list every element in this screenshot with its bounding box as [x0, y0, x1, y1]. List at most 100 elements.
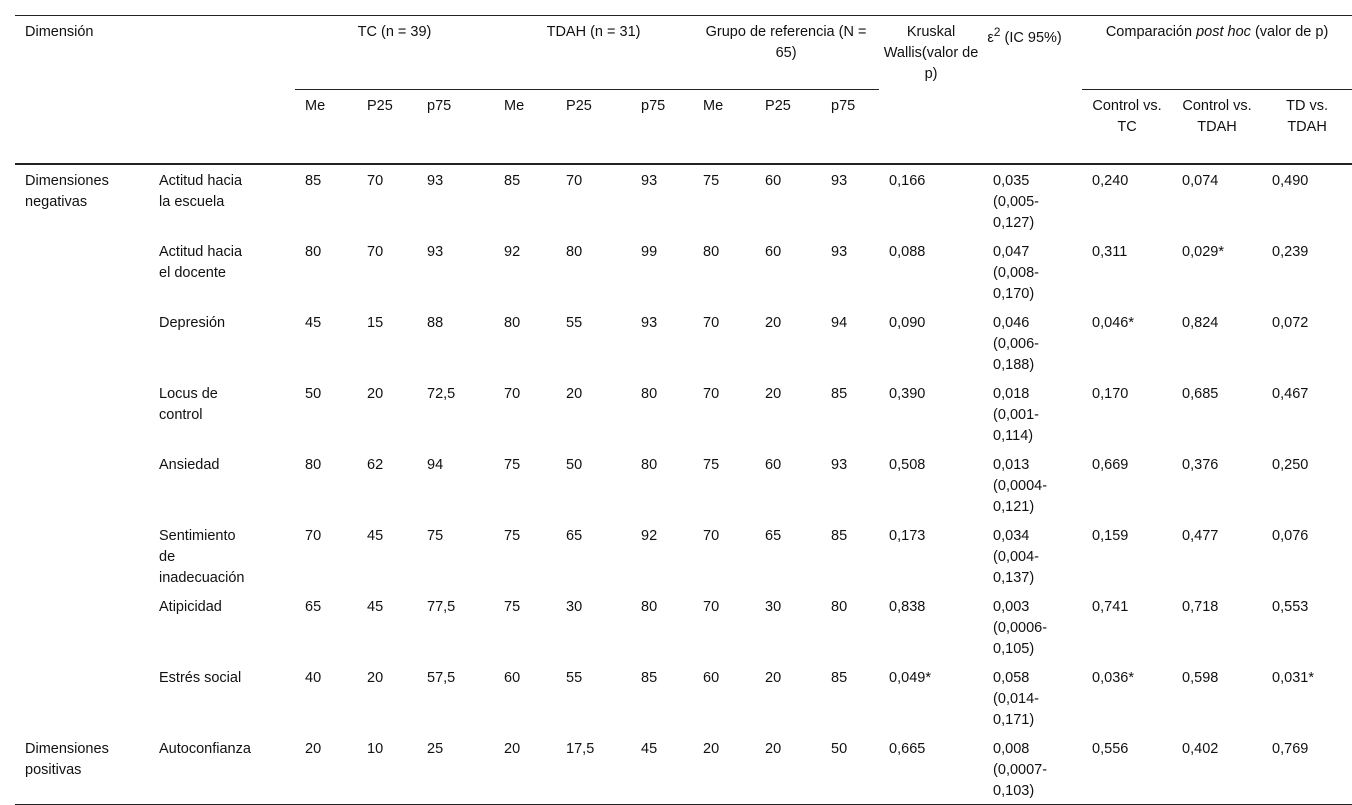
cell: 0,665 — [879, 733, 984, 805]
header-group: Grupo de referencia (N = 65) — [693, 15, 880, 90]
cell: 92 — [504, 244, 521, 260]
posthoc-post: (valor de p) — [1250, 24, 1329, 40]
cell: 0,090 — [889, 315, 926, 331]
cell: 93 — [831, 244, 848, 260]
table-row: Depresión 45 15 88 80 55 93 70 20 94 0,090 0,046 (0… — [15, 307, 1352, 378]
epsilon: ε — [987, 29, 994, 46]
cell: 65 — [305, 599, 322, 615]
cell: 93 — [831, 173, 848, 189]
cell: 20 — [566, 386, 583, 402]
cell: 0,824 — [1182, 315, 1219, 331]
cell: 0,553 — [1272, 599, 1309, 615]
cell: 0,402 — [1172, 733, 1263, 805]
subheader-posthoc: Control vs. TC — [1082, 89, 1173, 165]
cell: 0,035 (0,005-0,127) — [993, 173, 1039, 231]
cell: 85 — [831, 670, 848, 686]
cell: 0,311 — [1092, 244, 1128, 260]
item-name: Actitud hacia la escuela — [159, 173, 243, 210]
cell: 80 — [641, 599, 658, 615]
cell: 0,034 (0,004-0,137) — [993, 528, 1039, 586]
cell: 0,170 — [1092, 386, 1129, 402]
item-name: Autoconfianza — [149, 733, 295, 805]
cell: 0,049* — [889, 670, 931, 686]
table-row: Dimensiones positivas Autoconfianza 20 10 25… — [15, 733, 1352, 805]
cell: 0,598 — [1182, 670, 1219, 686]
cell: 20 — [765, 386, 782, 402]
cell: 0,390 — [889, 386, 926, 402]
cell: 0,036* — [1092, 670, 1134, 686]
cell: 94 — [831, 315, 848, 331]
cell: 0,166 — [889, 173, 926, 189]
cell: 0,159 — [1092, 528, 1129, 544]
cell: 0,029* — [1182, 244, 1224, 260]
cell: 0,741 — [1092, 599, 1129, 615]
item-name: Locus de control — [159, 386, 218, 423]
subheader: p75 — [417, 89, 495, 165]
subheader: p75 — [631, 89, 694, 165]
cell: 20 — [367, 386, 384, 402]
cell: 85 — [504, 173, 521, 189]
cell: 0,239 — [1272, 244, 1309, 260]
cell: 70 — [703, 386, 720, 402]
cell: 94 — [427, 457, 444, 473]
cell: 55 — [566, 670, 583, 686]
cell: 62 — [367, 457, 384, 473]
cell: 72,5 — [427, 386, 456, 402]
cell: 45 — [305, 315, 322, 331]
header-posthoc: Comparación post hoc (valor de p) — [1082, 15, 1352, 90]
cell: 0,074 — [1182, 173, 1219, 189]
header-epsilon: ε2 (IC 95%) — [983, 15, 1083, 165]
cell: 80 — [566, 244, 583, 260]
subheader: p75 — [821, 89, 880, 165]
cell: 0,685 — [1182, 386, 1219, 402]
cell: 60 — [765, 244, 782, 260]
cell: 0,088 — [889, 244, 926, 260]
cell: 80 — [703, 244, 720, 260]
cell: 0,003 (0,0006-0,105) — [993, 599, 1048, 657]
cell: 0,490 — [1272, 173, 1309, 189]
cell: 45 — [367, 599, 384, 615]
cell: 45 — [631, 733, 694, 805]
cell: 70 — [367, 173, 384, 189]
cell: 99 — [641, 244, 658, 260]
cell: 0,467 — [1272, 386, 1309, 402]
item-name: Sentimiento de inadecuación — [159, 528, 245, 586]
cell: 75 — [504, 457, 521, 473]
subheader-posthoc: TD vs. TDAH — [1262, 89, 1352, 165]
cell: 25 — [417, 733, 495, 805]
epsilon-rest: (IC 95%) — [1000, 29, 1062, 46]
cell: 65 — [566, 528, 583, 544]
cell: 85 — [305, 173, 322, 189]
cell: 17,5 — [556, 733, 632, 805]
cell: 0,838 — [889, 599, 926, 615]
posthoc-pre: Comparación — [1105, 24, 1197, 40]
cell: 0,477 — [1182, 528, 1219, 544]
cell: 65 — [765, 528, 782, 544]
cell: 75 — [504, 528, 521, 544]
subheader-posthoc: Control vs. TDAH — [1172, 89, 1263, 165]
header-dimension: Dimensión — [15, 15, 295, 165]
cell: 55 — [566, 315, 583, 331]
table-row: Atipicidad 65 45 77,5 75 30 80 70 30 80 0,838 0,003… — [15, 591, 1352, 662]
item-name: Ansiedad — [159, 457, 220, 473]
item-name: Estrés social — [159, 670, 242, 686]
cell: 0,669 — [1092, 457, 1129, 473]
subheader: Me — [295, 89, 357, 165]
table-row: Dimensiones negativas Actitud hacia la es… — [15, 164, 1352, 236]
subheader: P25 — [357, 89, 417, 165]
table-row: Locus de control 50 20 72,5 70 20 80 70 20 85 0,39… — [15, 378, 1352, 449]
cell: 0,046 (0,006-0,188) — [993, 315, 1039, 373]
cell: 30 — [765, 599, 782, 615]
cell: 0,556 — [1082, 733, 1173, 805]
subheader: P25 — [556, 89, 632, 165]
table-row: Ansiedad 80 62 94 75 50 80 75 60 93 0,508 0,013 (0,… — [15, 449, 1352, 520]
cell: 0,769 — [1262, 733, 1352, 805]
cell: 80 — [305, 244, 322, 260]
cell: 80 — [641, 386, 658, 402]
table-row: Estrés social 40 20 57,5 60 55 85 60 20 85 0,049* 0… — [15, 662, 1352, 733]
cell: 70 — [367, 244, 384, 260]
cell: 85 — [831, 528, 848, 544]
cell: 0,173 — [889, 528, 926, 544]
cell: 0,240 — [1092, 173, 1129, 189]
table-row: Actitud hacia el docente 80 70 93 92 80 99 80 60… — [15, 236, 1352, 307]
